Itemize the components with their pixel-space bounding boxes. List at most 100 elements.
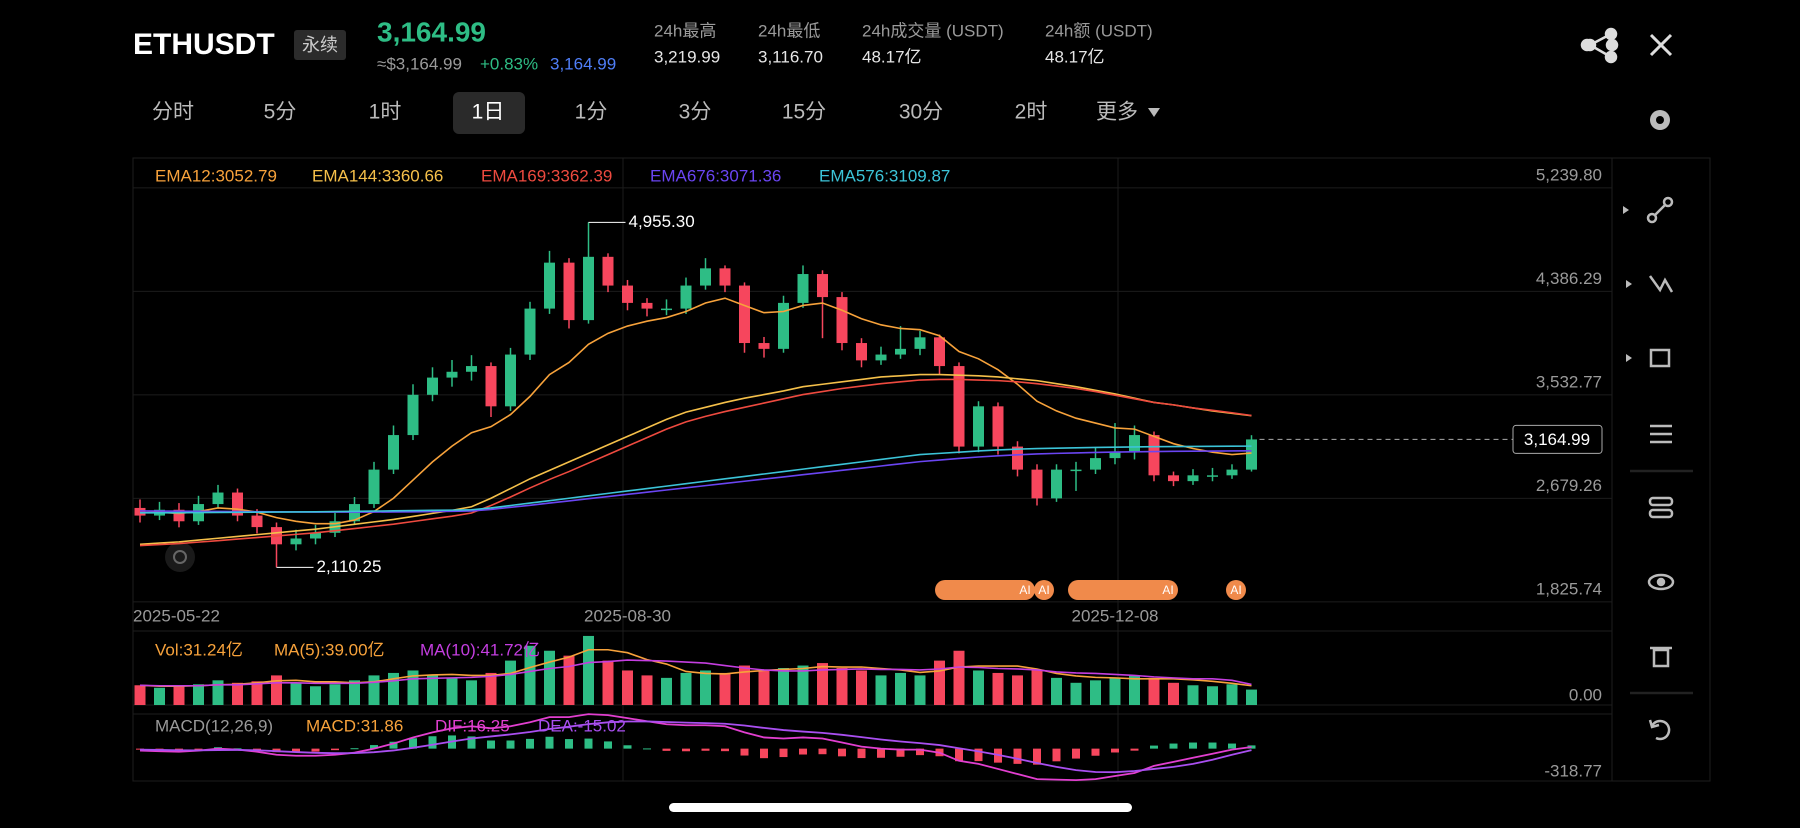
volume-bar [856, 670, 867, 705]
macd-bar [955, 748, 963, 762]
tool-indicators[interactable] [1650, 424, 1672, 444]
macd-bar [779, 748, 788, 758]
candle-body [934, 337, 945, 367]
volume-bar [329, 684, 341, 705]
tab[interactable]: 2时 [1015, 101, 1048, 124]
annotation: 4,955.30 [629, 212, 695, 231]
stat-label: 24h成交量 (USDT) [862, 21, 1004, 40]
share-button[interactable] [1580, 27, 1619, 64]
candle-body [758, 343, 770, 349]
tool-polyline[interactable] [1648, 275, 1674, 293]
candle-body [232, 492, 243, 516]
usd-price: ≈$3,164.99 [377, 54, 462, 73]
candles [134, 222, 1257, 568]
badge-label: AI [1019, 583, 1030, 597]
volume-bar [349, 680, 360, 705]
candle-body [1246, 439, 1257, 470]
candle-body [1148, 435, 1160, 476]
close-button[interactable] [1649, 33, 1673, 57]
volume-bar [1090, 680, 1101, 705]
tab[interactable]: 5分 [264, 101, 297, 124]
macd-bar [1013, 748, 1022, 764]
macd-bar [799, 748, 807, 755]
last-price-label: 3,164.99 [1524, 430, 1590, 449]
volume-bar [427, 675, 438, 705]
macd-bar [389, 741, 398, 749]
macd-bar [916, 748, 924, 756]
tab[interactable]: 1分 [575, 101, 608, 124]
macd-bar [857, 748, 866, 759]
volume-bar [251, 681, 263, 705]
volume-bar [485, 672, 497, 705]
badge-label: AI [1038, 583, 1049, 597]
volume-bar [992, 672, 1004, 705]
tab[interactable]: 1时 [369, 101, 402, 124]
candle-body [485, 366, 497, 407]
candle-body [700, 268, 711, 286]
tab[interactable]: 分时 [152, 101, 194, 124]
badge [1034, 580, 1054, 600]
volume-bar [739, 665, 750, 705]
tab[interactable]: 30分 [899, 101, 943, 124]
volume-bar [134, 685, 146, 705]
tab[interactable]: 更多 [1096, 101, 1138, 124]
macd-bar [584, 738, 593, 749]
macd-bar [623, 745, 632, 749]
macd-bar [682, 748, 690, 752]
volume-bar [817, 663, 828, 705]
tab[interactable]: 15分 [782, 101, 826, 124]
ema-line [139, 297, 1252, 525]
candle-body [427, 377, 438, 395]
legend-entry: EMA169:3362.39 [481, 166, 612, 185]
tool-shape[interactable] [1649, 348, 1671, 368]
candle-body [544, 262, 555, 309]
tool-visibility[interactable] [1647, 573, 1675, 591]
candle-body [992, 406, 1004, 447]
volume-bar [661, 677, 672, 705]
candle-body [173, 509, 185, 522]
volume-bar [466, 680, 477, 705]
volume-bar [836, 668, 848, 705]
macd-bar [526, 738, 534, 749]
volume-bar [310, 686, 321, 705]
volume-bar [1070, 682, 1082, 705]
volume-bar [290, 682, 302, 705]
tool-compare[interactable] [1648, 496, 1674, 519]
macd-bar [565, 739, 573, 749]
tab[interactable]: 1日 [472, 101, 505, 124]
settings-button[interactable] [1650, 110, 1670, 130]
candle-body [914, 337, 926, 349]
volume-bar [193, 684, 204, 705]
candle-body [1090, 458, 1101, 470]
macd-line [139, 713, 1252, 782]
macd-bar [974, 748, 983, 762]
candle-body [661, 308, 672, 311]
stat-value: 3,219.99 [654, 47, 720, 66]
macd-bar [1189, 742, 1197, 749]
volume-bar [1031, 670, 1043, 705]
y-tick-label: -318.77 [1544, 761, 1602, 780]
tool-delete[interactable] [1650, 646, 1672, 668]
tab[interactable]: 3分 [679, 101, 712, 124]
y-tick-label: 0.00 [1569, 685, 1602, 704]
legend-entry: EMA676:3071.36 [650, 166, 781, 185]
stat-value: 3,116.70 [758, 47, 823, 66]
change: +0.83% [480, 54, 538, 73]
macd-bar [1052, 748, 1061, 762]
more-arrow [1148, 108, 1160, 117]
ma-line [139, 648, 1252, 688]
macd-bar [721, 748, 729, 752]
tag: 永续 [302, 35, 338, 55]
candle-body [1129, 435, 1140, 453]
stat-label: 24h最低 [758, 21, 820, 40]
volume-bar [778, 668, 789, 705]
x-tick-label: 2025-12-08 [1072, 606, 1159, 625]
macd-bar [194, 748, 203, 750]
volume-bar [973, 670, 984, 705]
tool-line[interactable] [1646, 196, 1674, 224]
candle-body [1012, 446, 1023, 470]
macd-bar [311, 748, 320, 752]
tool-undo[interactable] [1648, 719, 1671, 741]
candle-body [446, 371, 458, 378]
annotation: 2,110.25 [317, 557, 382, 576]
